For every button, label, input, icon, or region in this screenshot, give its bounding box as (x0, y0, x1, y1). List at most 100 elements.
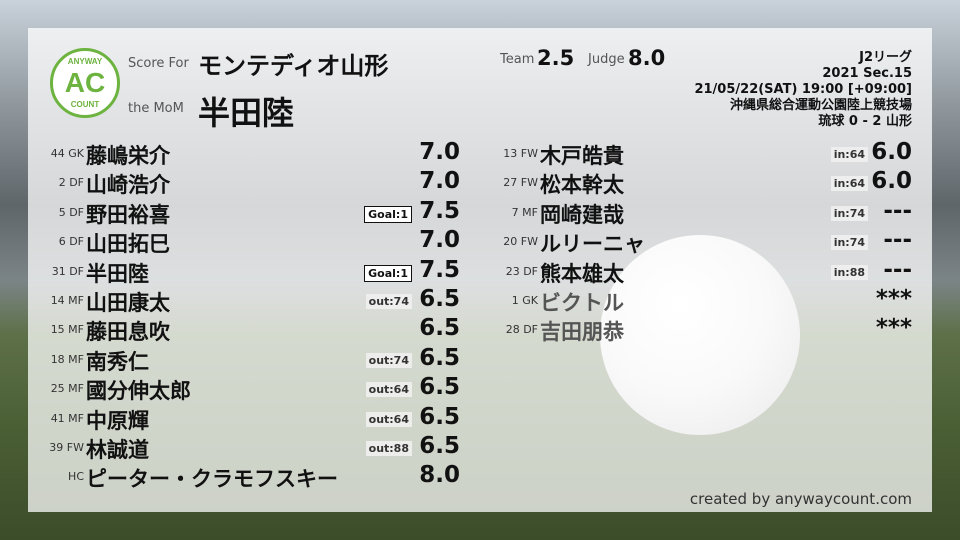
player-row: 23 DF 熊本雄太 in:88 --- (482, 257, 912, 287)
player-number-position: 13 FW (503, 147, 538, 160)
player-name: 野田裕喜 (86, 202, 170, 227)
player-score: 7.0 (419, 227, 460, 254)
player-name: 松本幹太 (540, 173, 624, 198)
event-badge: in:64 (830, 176, 868, 192)
credit-text: created by anywaycount.com (689, 490, 912, 508)
player-score: 6.5 (419, 433, 460, 459)
player-row: 2 DF 山崎浩介 7.0 (28, 168, 460, 198)
player-name: 吉田朋恭 (540, 320, 624, 345)
player-score: *** (875, 286, 912, 312)
player-name: ピーター・クラモフスキー (86, 467, 338, 492)
player-score: 6.5 (419, 286, 460, 312)
judge-score: 8.0 (628, 46, 666, 70)
player-name: 國分伸太郎 (86, 379, 191, 404)
section: 2021 Sec.15 (822, 66, 912, 81)
player-name: ビクトル (540, 291, 624, 315)
player-number-position: 5 DF (58, 205, 84, 219)
player-score: *** (875, 315, 912, 342)
score-for-label: Score For (128, 56, 189, 71)
player-number-position: 27 FW (503, 176, 538, 190)
player-name: 中原輝 (86, 408, 149, 433)
event-badge: out:88 (365, 441, 412, 456)
player-row: 31 DF 半田陸 Goal:1 7.5 (28, 257, 460, 287)
event-badge: out:74 (365, 352, 412, 368)
player-score: 6.0 (871, 139, 912, 165)
player-number-position: 7 MF (511, 205, 538, 219)
player-score: 7.5 (419, 197, 460, 224)
player-score: 7.0 (419, 139, 460, 165)
event-badge: in:74 (830, 235, 868, 251)
player-score: 7.5 (419, 256, 460, 283)
league: J2リーグ (859, 50, 912, 65)
player-name: 林誠道 (86, 438, 149, 462)
team-name: モンテディオ山形 (198, 52, 389, 80)
event-badge: in:88 (830, 264, 868, 280)
player-score: 6.5 (419, 403, 460, 430)
player-row: 27 FW 松本幹太 in:64 6.0 (482, 168, 912, 198)
player-score: --- (883, 197, 912, 224)
player-number-position: 31 DF (51, 264, 84, 278)
player-name: 岡崎建哉 (540, 202, 624, 227)
player-row: 6 DF 山田拓巳 7.0 (28, 227, 460, 257)
mom-name: 半田陸 (198, 94, 295, 132)
player-number-position: HC (68, 470, 84, 484)
player-row: 5 DF 野田裕喜 Goal:1 7.5 (28, 198, 460, 228)
player-score: 7.0 (419, 168, 460, 195)
player-name: 熊本雄太 (540, 261, 624, 286)
player-score: 8.0 (419, 462, 460, 489)
player-name: 木戸皓貴 (540, 144, 624, 168)
team-score: 2.5 (537, 46, 575, 70)
player-score: 6.0 (871, 168, 912, 195)
player-row: 14 MF 山田康太 out:74 6.5 (28, 286, 460, 316)
player-row: 28 DF 吉田朋恭 *** (482, 315, 912, 345)
player-number-position: 25 MF (50, 382, 84, 396)
player-row: 13 FW 木戸皓貴 in:64 6.0 (482, 139, 912, 169)
team-label: Team (500, 52, 535, 67)
player-row: 25 MF 國分伸太郎 out:64 6.5 (28, 374, 460, 404)
result: 琉球 0 - 2 山形 (818, 114, 912, 129)
player-row: 18 MF 南秀仁 out:74 6.5 (28, 345, 460, 375)
player-number-position: 44 GK (50, 147, 84, 160)
player-name: 山崎浩介 (86, 173, 170, 198)
event-badge: out:74 (365, 294, 412, 309)
player-row: 7 MF 岡崎建哉 in:74 --- (482, 198, 912, 228)
event-badge: out:64 (365, 411, 412, 427)
event-badge: in:74 (830, 205, 868, 221)
player-name: 山田拓巳 (86, 232, 170, 257)
logo-mid-text: AC (64, 67, 106, 98)
player-number-position: 15 MF (50, 323, 84, 337)
event-badge: Goal:1 (364, 205, 412, 223)
player-number-position: 1 GK (511, 294, 538, 307)
player-name: ルリーニャ (540, 232, 645, 257)
player-row: 41 MF 中原輝 out:64 6.5 (28, 404, 460, 434)
player-number-position: 20 FW (503, 235, 538, 249)
player-name: 山田康太 (86, 291, 170, 315)
venue: 沖縄県総合運動公園陸上競技場 (729, 98, 912, 113)
logo-bottom-text: COUNT (70, 100, 100, 109)
player-row: 44 GK 藤嶋栄介 7.0 (28, 139, 460, 169)
event-badge: in:64 (830, 147, 868, 162)
player-row: 15 MF 藤田息吹 6.5 (28, 315, 460, 345)
player-score: --- (883, 256, 912, 283)
player-number-position: 14 MF (50, 294, 84, 307)
mom-label: the MoM (128, 101, 184, 116)
event-badge: Goal:1 (364, 264, 412, 282)
player-row: HC ピーター・クラモフスキー 8.0 (28, 462, 460, 492)
judge-label: Judge (588, 52, 625, 67)
player-name: 半田陸 (86, 261, 149, 286)
rating-panel (28, 28, 932, 512)
datetime: 21/05/22(SAT) 19:00 [+09:00] (694, 82, 912, 97)
player-number-position: 41 MF (50, 411, 84, 425)
player-row: 1 GK ビクトル *** (482, 286, 912, 316)
player-score: --- (883, 227, 912, 254)
player-number-position: 6 DF (58, 235, 84, 249)
event-badge: out:64 (365, 382, 412, 398)
player-score: 6.5 (419, 315, 460, 342)
player-row: 39 FW 林誠道 out:88 6.5 (28, 433, 460, 463)
player-row: 20 FW ルリーニャ in:74 --- (482, 227, 912, 257)
player-number-position: 39 FW (49, 441, 84, 454)
player-number-position: 23 DF (505, 264, 538, 278)
player-number-position: 2 DF (58, 176, 84, 190)
player-name: 南秀仁 (86, 349, 149, 374)
player-number-position: 18 MF (50, 352, 84, 366)
